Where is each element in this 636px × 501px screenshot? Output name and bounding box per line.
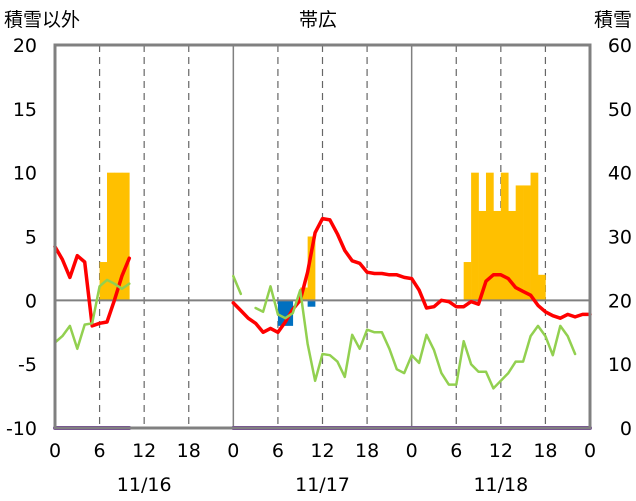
date-label: 11/17 xyxy=(295,474,350,496)
bar-positive xyxy=(478,210,487,301)
plot-border xyxy=(53,43,592,430)
x-tick-label: 18 xyxy=(355,440,379,462)
right-tick-label: 20 xyxy=(608,290,632,312)
x-tick-label: 0 xyxy=(227,440,239,462)
bar-positive xyxy=(107,172,115,301)
bar-positive xyxy=(500,172,509,301)
chart-title: 帯広 xyxy=(299,9,337,31)
bar-positive xyxy=(307,236,316,301)
right-tick-label: 40 xyxy=(608,163,632,185)
plot-frame xyxy=(53,43,592,430)
x-tick-label: 0 xyxy=(406,440,418,462)
left-tick-label: 0 xyxy=(25,290,37,312)
series-line-green xyxy=(53,278,131,351)
left-axis-title: 積雪以外 xyxy=(4,9,80,31)
left-tick-label: -5 xyxy=(18,354,37,376)
right-tick-label: 0 xyxy=(620,418,632,440)
left-tick-label: 15 xyxy=(13,99,37,121)
bar-negative xyxy=(277,300,286,326)
bar-positive xyxy=(300,287,308,301)
bar-positive xyxy=(485,172,494,301)
bar-positive xyxy=(121,172,130,301)
bar-positive xyxy=(114,172,123,301)
x-tick-label: 0 xyxy=(584,440,596,462)
x-tick-label: 12 xyxy=(132,440,156,462)
series-line-red xyxy=(53,244,132,328)
bar-positive xyxy=(99,262,108,301)
right-tick-label: 30 xyxy=(608,227,632,249)
bar-positive xyxy=(537,274,546,301)
x-tick-label: 18 xyxy=(533,440,557,462)
right-axis-title: 積雪 xyxy=(594,9,632,31)
right-tick-label: 60 xyxy=(608,35,632,57)
bar-positive xyxy=(471,172,479,301)
bar-negative xyxy=(307,300,316,307)
bar-positive xyxy=(493,210,502,301)
x-tick-label: 0 xyxy=(49,440,61,462)
x-tick-label: 18 xyxy=(177,440,201,462)
x-tick-label: 6 xyxy=(272,440,284,462)
left-tick-label: 5 xyxy=(25,227,37,249)
bar-positive xyxy=(515,185,524,301)
bar-positive xyxy=(523,185,531,301)
right-tick-label: 50 xyxy=(608,99,632,121)
x-tick-label: 6 xyxy=(94,440,106,462)
date-label: 11/18 xyxy=(473,474,528,496)
grid xyxy=(98,45,547,428)
bar-positive xyxy=(463,262,472,301)
left-tick-label: 20 xyxy=(13,35,37,57)
right-tick-label: 10 xyxy=(608,354,632,376)
date-label: 11/16 xyxy=(117,474,172,496)
bar-positive xyxy=(508,210,516,301)
bar-positive xyxy=(530,172,539,301)
series-line-green xyxy=(232,274,243,296)
left-tick-label: -10 xyxy=(6,418,37,440)
x-tick-label: 6 xyxy=(450,440,462,462)
series-line-green xyxy=(254,285,577,390)
x-tick-label: 12 xyxy=(489,440,513,462)
x-tick-label: 12 xyxy=(310,440,334,462)
left-tick-label: 10 xyxy=(13,163,37,185)
